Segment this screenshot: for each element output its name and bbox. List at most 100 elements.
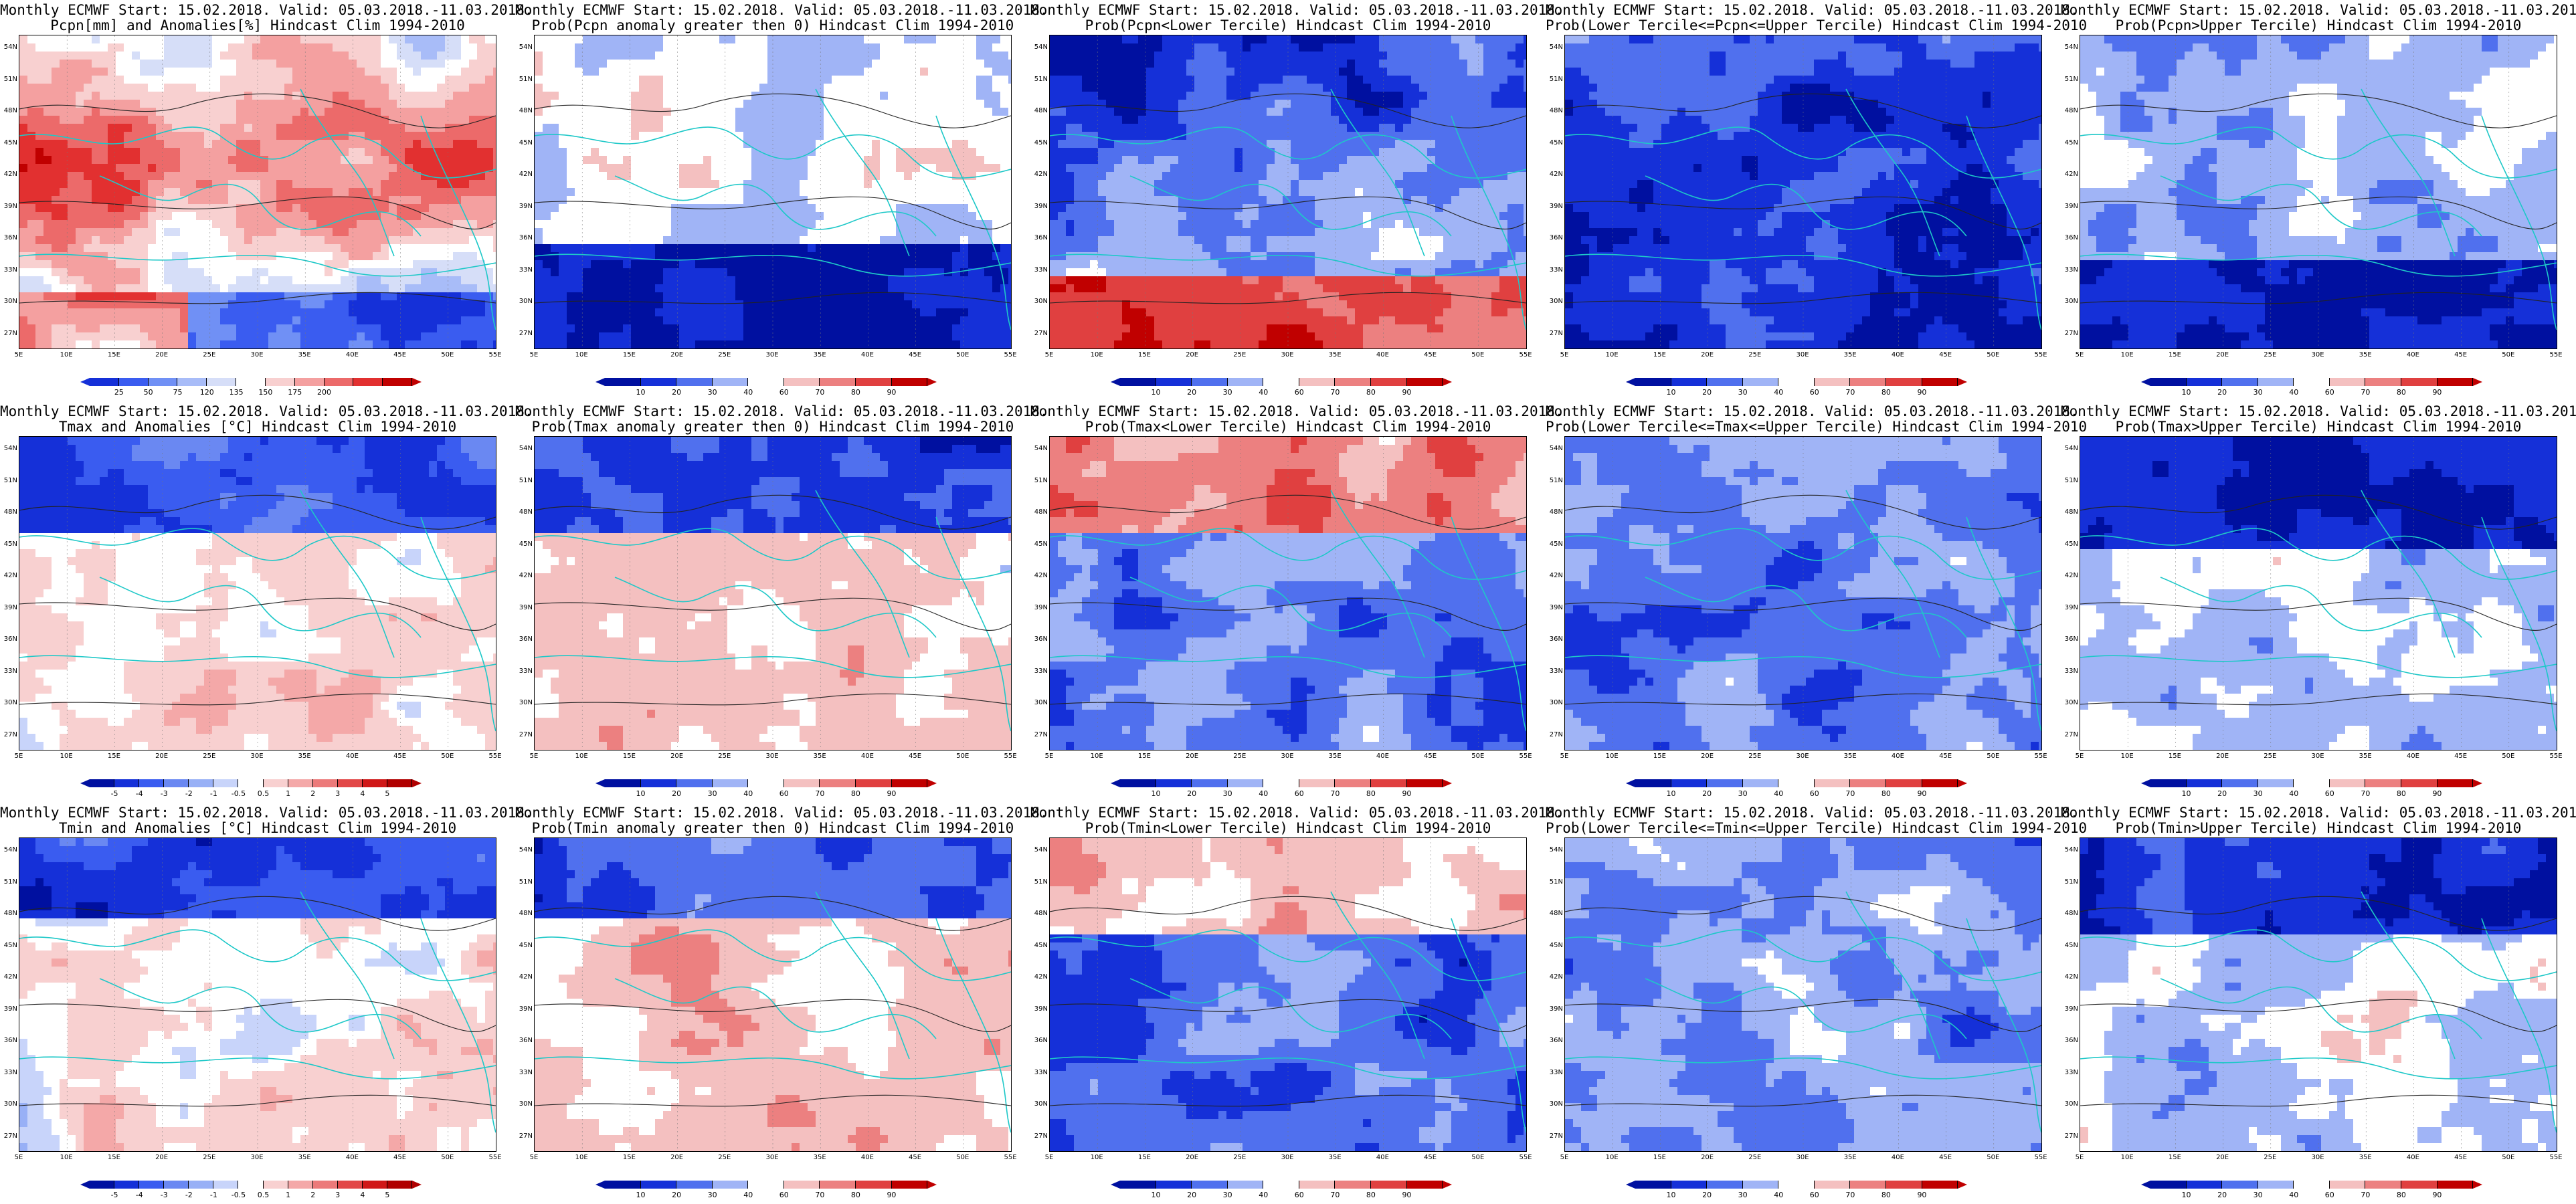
colorbar-label: 70 — [2355, 1191, 2375, 1199]
colorbar-label: -1 — [203, 1191, 223, 1199]
colorbar-label: 30 — [703, 1191, 723, 1199]
colorbar-label: 40 — [1253, 1191, 1273, 1199]
latitude-label: 45N — [0, 942, 17, 949]
longitude-label: 55E — [1000, 1155, 1020, 1161]
panel-title-line1: Monthly ECMWF Start: 15.02.2018. Valid: … — [0, 3, 533, 18]
panel-title-line1: Monthly ECMWF Start: 15.02.2018. Valid: … — [515, 3, 1048, 18]
latitude-label: 27N — [2061, 330, 2078, 337]
colorbar-swatch — [2258, 1181, 2294, 1189]
longitude-label: 15E — [619, 1155, 639, 1161]
longitude-label: 40E — [342, 352, 362, 359]
colorbar-swatch — [1850, 1181, 1886, 1189]
colorbar — [1626, 1181, 1968, 1189]
colorbar-arrow-right — [927, 1181, 937, 1189]
latitude-label: 54N — [0, 847, 17, 854]
latitude-label: 30N — [1030, 1101, 1048, 1108]
longitude-label: 25E — [1745, 753, 1765, 760]
latitude-label: 36N — [1546, 1037, 1563, 1044]
latitude-label: 27N — [0, 330, 17, 337]
colorbar-label: 60 — [774, 389, 794, 396]
latitude-label: 39N — [1030, 604, 1048, 611]
panel-title-line2: Pcpn[mm] and Anomalies[%] Hindcast Clim … — [0, 18, 515, 33]
longitude-label: 20E — [2213, 1155, 2233, 1161]
longitude-label: 55E — [2546, 352, 2566, 359]
longitude-label: 5E — [2069, 753, 2090, 760]
colorbar-swatch — [265, 378, 295, 386]
forecast-map — [1564, 436, 2042, 750]
panel-title-line2: Tmax and Anomalies [°C] Hindcast Clim 19… — [0, 419, 515, 435]
colorbar — [1111, 779, 1453, 787]
colorbar-swatch — [114, 1181, 140, 1189]
longitude-label: 50E — [1983, 352, 2003, 359]
colorbar-swatch — [1227, 1181, 1264, 1189]
colorbar-label: 10 — [2177, 1191, 2197, 1199]
colorbar-swatch — [1814, 779, 1851, 787]
panel-title-line2: Prob(Pcpn anomaly greater then 0) Hindca… — [515, 18, 1030, 33]
latitude-label: 54N — [1546, 445, 1563, 452]
latitude-label: 51N — [515, 878, 533, 886]
panel-title-line1: Monthly ECMWF Start: 15.02.2018. Valid: … — [1546, 3, 2079, 18]
latitude-label: 39N — [515, 604, 533, 611]
colorbar-arrow-left — [1626, 1181, 1635, 1189]
colorbar-label: 90 — [881, 1191, 901, 1199]
longitude-label: 55E — [1515, 352, 1536, 359]
colorbar-arrow-right — [927, 378, 937, 386]
latitude-label: 54N — [2061, 847, 2078, 854]
colorbar-label: 30 — [1218, 1191, 1238, 1199]
colorbar-label: -4 — [129, 790, 149, 797]
colorbar-label: 70 — [1840, 790, 1860, 797]
longitude-label: 30E — [762, 1155, 782, 1161]
colorbar-label: -0.5 — [228, 1191, 248, 1199]
colorbar-swatch — [712, 378, 749, 386]
colorbar-swatch — [2294, 378, 2330, 386]
longitude-label: 20E — [1697, 352, 1718, 359]
latitude-label: 33N — [1030, 668, 1048, 675]
longitude-label: 5E — [1039, 1155, 1059, 1161]
colorbar-arrow-right — [2473, 378, 2483, 386]
latitude-label: 42N — [515, 171, 533, 178]
colorbar — [1626, 378, 1968, 386]
longitude-label: 10E — [1602, 1155, 1622, 1161]
longitude-label: 25E — [1745, 1155, 1765, 1161]
longitude-label: 40E — [342, 1155, 362, 1161]
forecast-panel: Monthly ECMWF Start: 15.02.2018. Valid: … — [515, 0, 1048, 401]
colorbar-label: 20 — [666, 1191, 686, 1199]
latitude-label: 54N — [1546, 847, 1563, 854]
longitude-label: 40E — [2403, 753, 2423, 760]
map-field — [1565, 35, 2041, 348]
colorbar-label: 90 — [881, 790, 901, 797]
latitude-label: 48N — [1546, 910, 1563, 917]
longitude-label: 15E — [1134, 352, 1154, 359]
longitude-label: 25E — [2260, 352, 2280, 359]
colorbar-label: 70 — [2355, 790, 2375, 797]
latitude-label: 45N — [0, 540, 17, 548]
colorbar-swatch — [820, 378, 856, 386]
colorbar-label: 10 — [1661, 389, 1681, 396]
colorbar — [595, 378, 937, 386]
latitude-label: 51N — [515, 477, 533, 484]
longitude-label: 35E — [810, 753, 830, 760]
colorbar-label: 60 — [774, 1191, 794, 1199]
colorbar-arrow-right — [2473, 779, 2483, 787]
colorbar-label: 30 — [1733, 389, 1753, 396]
longitude-label: 10E — [1087, 352, 1107, 359]
colorbar-swatch — [1406, 779, 1443, 787]
latitude-label: 39N — [0, 604, 17, 611]
latitude-label: 48N — [2061, 910, 2078, 917]
longitude-label: 50E — [1983, 753, 2003, 760]
panel-title: Monthly ECMWF Start: 15.02.2018. Valid: … — [1546, 805, 2087, 836]
latitude-label: 30N — [2061, 700, 2078, 706]
longitude-label: 55E — [1000, 753, 1020, 760]
latitude-label: 45N — [2061, 540, 2078, 548]
colorbar-label: 0.5 — [254, 1191, 274, 1199]
longitude-label: 50E — [953, 1155, 973, 1161]
colorbar-swatch — [263, 1181, 288, 1189]
colorbar-swatch — [213, 1181, 239, 1189]
latitude-label: 33N — [0, 266, 17, 274]
latitude-label: 36N — [0, 1037, 17, 1044]
longitude-label: 30E — [2308, 1155, 2328, 1161]
colorbar-swatch — [1635, 1181, 1671, 1189]
forecast-map — [1564, 35, 2042, 349]
colorbar-label: 80 — [1361, 1191, 1381, 1199]
colorbar-label: 20 — [1182, 1191, 1202, 1199]
